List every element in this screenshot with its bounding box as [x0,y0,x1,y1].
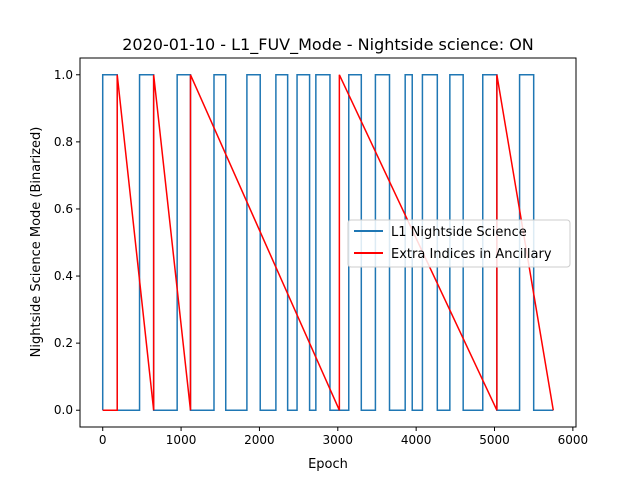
y-tick-label: 0.2 [54,336,73,350]
y-tick-label: 1.0 [54,68,73,82]
x-tick-label: 0 [99,433,107,447]
y-axis-label: Nightside Science Mode (Binarized) [29,127,44,358]
x-tick-label: 3000 [323,433,354,447]
legend: L1 Nightside Science Extra Indices in An… [347,219,571,268]
y-tick-label: 0.6 [54,202,73,216]
series-line-1 [102,74,555,411]
y-axis-ticks: 0.0 0.2 0.4 0.6 0.8 1.0 [54,68,80,417]
legend-label-extra-indices: Extra Indices in Ancillary [391,247,552,262]
plot-frame [79,57,577,428]
y-tick-label: 0.8 [54,135,73,149]
legend-box [347,219,571,268]
x-tick-label: 6000 [558,433,589,447]
x-tick-label: 5000 [479,433,510,447]
x-tick-label: 1000 [166,433,197,447]
legend-label-l1-nightside-science: L1 Nightside Science [391,225,527,240]
chart-title: 2020-01-10 - L1_FUV_Mode - Nightside sci… [122,35,534,55]
x-tick-label: 4000 [401,433,432,447]
y-tick-label: 0.4 [54,269,73,283]
x-tick-label: 2000 [244,433,275,447]
y-tick-label: 0.0 [54,403,73,417]
x-axis-label: Epoch [308,457,348,472]
plot-series-group [101,74,555,411]
x-axis-ticks: 0 1000 2000 3000 4000 5000 6000 [99,427,588,447]
